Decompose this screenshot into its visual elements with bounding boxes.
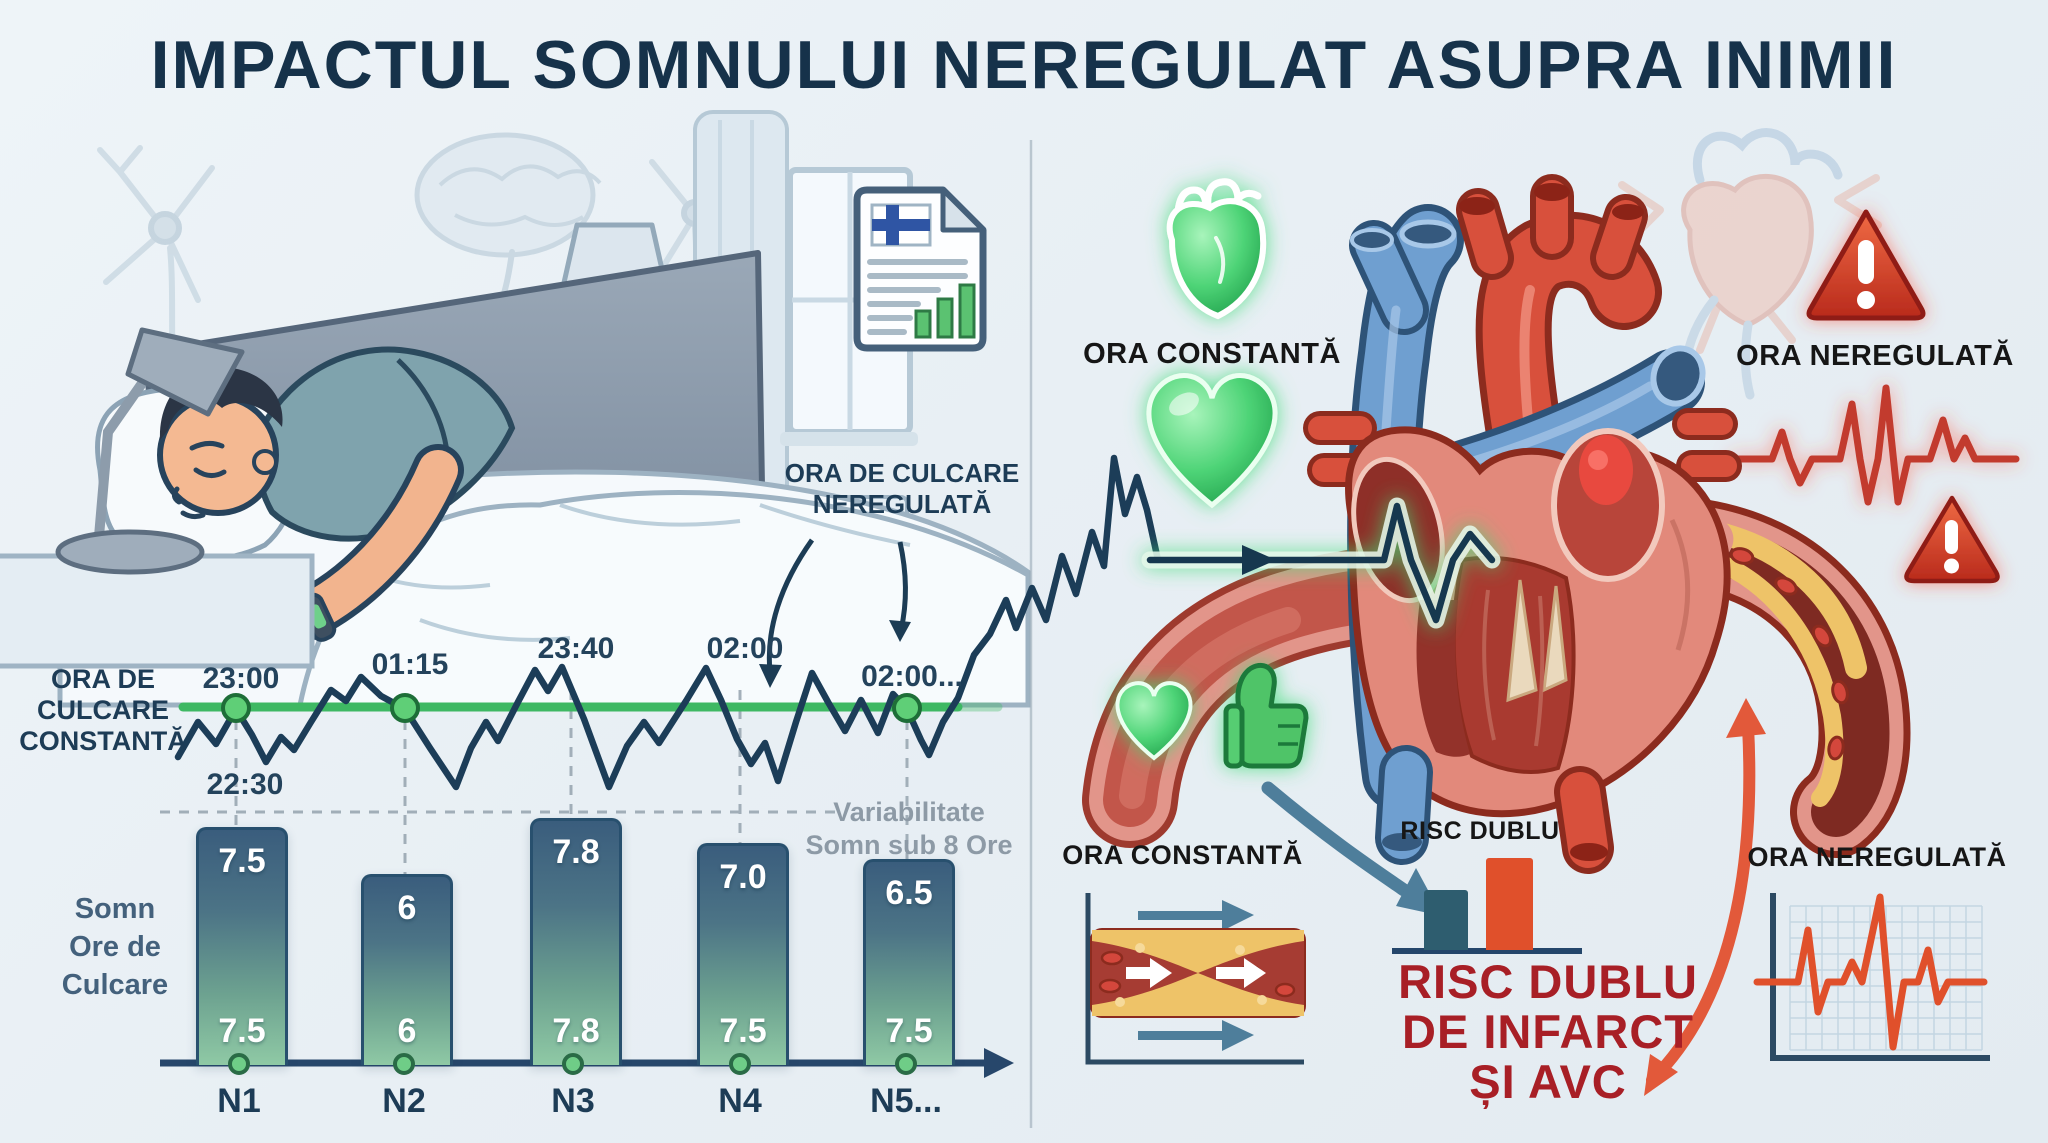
time-label: 23:40 [537, 632, 615, 665]
time-label: 23:00 [202, 662, 280, 695]
risk-bar [1486, 858, 1533, 950]
bar-category-label: N1 [217, 1082, 261, 1120]
irregular-bottom-label: ORA NEREGULATĂ [1747, 842, 2007, 872]
bar-bottom-value: 7.5 [885, 1012, 933, 1050]
flow-arrow [1138, 900, 1254, 1051]
bar-category-label: N3 [551, 1082, 595, 1120]
document-report-icon [853, 186, 987, 352]
green-anatomical-heart-icon [1166, 178, 1267, 320]
bar-bottom-value: 6 [397, 1012, 417, 1050]
sleep-bars-ylabel: Somn Ore de Culcare [61, 893, 169, 1001]
bar-top-value: 6 [397, 889, 417, 927]
irregular-bedtime-annotation: ORA DE CULCARE NEREGULATĂ [784, 458, 1020, 519]
axis-arrowhead [984, 1048, 1014, 1078]
constant-bedtime-label: ORA DE CULCARE CONSTANTĂ [19, 664, 187, 756]
variability-label: Variabilitate Somn sub 8 Ore [805, 797, 1013, 860]
constant-bedtime-dots [221, 693, 922, 723]
ecg-to-heart-line [1141, 497, 1501, 629]
sleep-bar: 7.5 7.5 [196, 827, 288, 1065]
ecg-grid-trace [1753, 893, 1988, 1051]
faded-heart-background [1618, 128, 1882, 400]
green-heart-in-artery-icon [1115, 681, 1193, 761]
sleep-bar: 7.0 7.5 [697, 843, 789, 1065]
time-label: 02:00 [706, 632, 784, 665]
irregular-top-label: ORA NEREGULATĂ [1736, 340, 2014, 372]
sleep-bar: 6.5 7.5 [863, 859, 955, 1065]
flow-diagram-frame [1085, 893, 1304, 1065]
time-label: 01:15 [371, 648, 449, 681]
green-heart-icon [1146, 373, 1278, 509]
irregular-bedtime-zigzag-line [174, 454, 1162, 791]
artery-narrowing-illustration [1090, 928, 1306, 1018]
bar-top-value: 7.8 [552, 833, 600, 871]
page-title: IMPACTUL SOMNULUI NEREGULAT ASUPRA INIMI… [150, 27, 1898, 103]
bar-category-label: N5... [870, 1082, 942, 1120]
mini-green-bars-icon [914, 283, 976, 339]
time-label: 02:00... [861, 660, 963, 693]
warning-icon [1904, 495, 2000, 584]
thumbs-up-icon [1223, 662, 1309, 769]
finnish-flag-icon [870, 203, 932, 247]
artery-clogged-illustration [1654, 499, 1911, 858]
constant-bottom-label: ORA CONSTANTĂ [1062, 840, 1303, 870]
constant-top-label: ORA CONSTANTĂ [1083, 338, 1341, 370]
heart-anatomy-illustration [1303, 174, 1742, 874]
bar-bottom-value: 7.5 [719, 1012, 767, 1050]
desk-lamp-icon [0, 327, 315, 669]
ecg-arrowhead [1242, 545, 1276, 575]
bar-category-label: N2 [382, 1082, 426, 1120]
sleep-bar: 7.8 7.8 [530, 818, 622, 1065]
risk-bar [1424, 890, 1468, 950]
bedtime-line-chart [160, 454, 1162, 874]
blood-flow-diagram [1085, 893, 1306, 1065]
risk-chart-label: RISC DUBLU [1400, 817, 1560, 845]
bar-top-value: 7.5 [218, 842, 266, 880]
bar-top-value: 7.0 [719, 858, 767, 896]
bar-bottom-value: 7.5 [218, 1012, 266, 1050]
annotation-arrowhead [759, 664, 782, 688]
axis-dot [895, 1053, 917, 1075]
warning-icon [1806, 209, 1926, 321]
bedroom-illustration [0, 110, 1031, 708]
bar-top-value: 6.5 [885, 874, 933, 912]
axis-dot [562, 1053, 584, 1075]
annotation-arrowhead [889, 620, 911, 642]
risk-statement: RISC DUBLU DE INFARCT ȘI AVC [1398, 955, 1698, 1108]
bar-bottom-value: 7.8 [552, 1012, 600, 1050]
axis-dot [228, 1053, 250, 1075]
axis-dot [729, 1053, 751, 1075]
bar-category-label: N4 [718, 1082, 762, 1120]
orange-curved-arrow [1644, 698, 1766, 1096]
ecg-irregular-icon [1730, 384, 2020, 506]
axis-dot [393, 1053, 415, 1075]
early-time-label: 22:30 [206, 768, 284, 801]
ecg-grid-chart [1753, 893, 1990, 1061]
brain-sketch [414, 132, 602, 303]
